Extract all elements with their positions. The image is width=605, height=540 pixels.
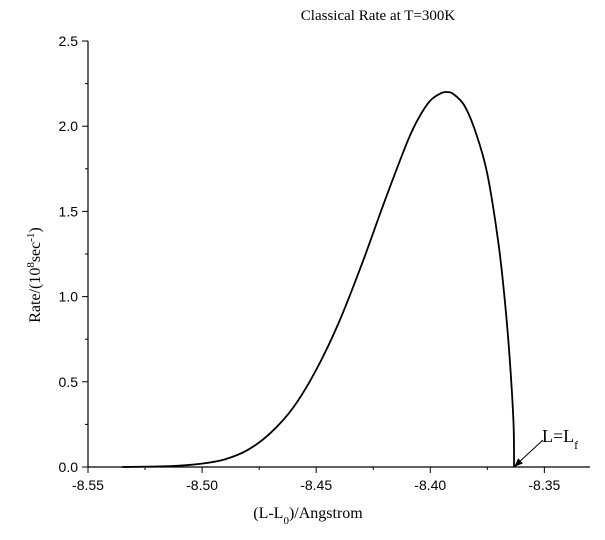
y-axis-label-prefix: Rate/(10 xyxy=(27,268,44,323)
x-tick-label: -8.45 xyxy=(300,477,332,493)
x-tick-label: -8.40 xyxy=(414,477,446,493)
annotation-label-base: L=L xyxy=(542,426,574,446)
y-axis-label-mid: sec xyxy=(27,242,44,262)
annotation-arrow xyxy=(516,439,544,465)
chart-title: Classical Rate at T=300K xyxy=(301,8,456,24)
annotation-label-sub: f xyxy=(574,438,578,452)
x-axis-label-tail: )/Angstrom xyxy=(289,505,363,522)
x-tick-label: -8.35 xyxy=(528,477,560,493)
x-axis-label: (L-L0)/Angstrom xyxy=(253,505,363,527)
x-axis-label-base: (L-L xyxy=(253,505,283,522)
annotation-label: L=Lf xyxy=(542,426,578,452)
y-axis-label-sup2: -1 xyxy=(25,233,37,242)
x-tick-label: -8.55 xyxy=(72,477,104,493)
y-axis-label-suffix: ) xyxy=(27,227,44,232)
y-axis-label: Rate/(108sec-1) xyxy=(25,227,44,323)
y-tick-label: 1.0 xyxy=(59,289,79,305)
rate-curve-series-0 xyxy=(122,91,515,468)
annotation-layer: L=Lf xyxy=(514,426,578,467)
y-tick-label: 2.0 xyxy=(59,118,79,134)
axes xyxy=(87,41,590,468)
series-layer xyxy=(122,91,515,468)
x-tick-label: -8.50 xyxy=(186,477,218,493)
y-tick-label: 1.5 xyxy=(59,203,79,219)
tick-labels: -8.55 -8.50 -8.45 -8.40 -8.35 0.0 0.5 1.0 1.5 2.0… xyxy=(59,33,561,493)
annotation-arrow-head xyxy=(514,458,523,467)
y-axis-label-sup1: 8 xyxy=(25,262,37,268)
y-tick-label: 0.5 xyxy=(59,374,79,390)
y-tick-label: 2.5 xyxy=(59,33,79,49)
tick-marks xyxy=(82,40,545,473)
x-axis-label-sub: 0 xyxy=(283,515,289,527)
y-tick-label: 0.0 xyxy=(59,459,79,475)
